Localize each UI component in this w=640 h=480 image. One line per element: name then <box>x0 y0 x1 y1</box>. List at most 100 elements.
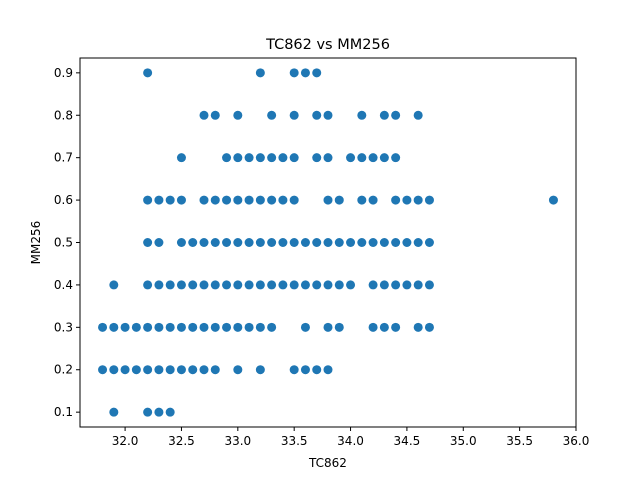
y-tick-label: 0.6 <box>54 193 73 207</box>
x-tick-label: 35.0 <box>450 434 477 448</box>
data-point <box>222 153 232 163</box>
data-point <box>402 195 412 205</box>
data-point <box>391 195 401 205</box>
data-point <box>210 322 220 332</box>
data-point <box>289 280 299 290</box>
data-point <box>278 280 288 290</box>
data-point <box>312 365 322 375</box>
data-point <box>244 153 254 163</box>
data-point <box>323 322 333 332</box>
data-point <box>131 322 141 332</box>
data-point <box>334 322 344 332</box>
data-point <box>368 153 378 163</box>
data-point <box>323 195 333 205</box>
data-point <box>289 238 299 247</box>
data-point <box>413 110 423 120</box>
data-point <box>255 280 265 290</box>
data-point <box>402 280 412 290</box>
data-point <box>165 280 175 290</box>
data-point <box>165 322 175 332</box>
data-point <box>176 280 186 290</box>
data-point <box>300 68 310 78</box>
data-point <box>244 280 254 290</box>
data-point <box>312 110 322 120</box>
data-point <box>109 365 119 375</box>
data-point <box>222 322 232 332</box>
data-point <box>312 153 322 163</box>
data-point <box>391 322 401 332</box>
data-point <box>300 238 310 247</box>
data-point <box>289 365 299 375</box>
y-tick-label: 0.7 <box>54 151 73 165</box>
data-point <box>357 195 367 205</box>
data-point <box>368 322 378 332</box>
y-tick-label: 0.4 <box>54 278 73 292</box>
data-point <box>379 280 389 290</box>
data-point <box>255 153 265 163</box>
data-point <box>233 238 243 247</box>
data-point <box>222 195 232 205</box>
data-point <box>210 110 220 120</box>
data-point <box>424 322 434 332</box>
data-point <box>154 322 164 332</box>
x-tick-label: 32.0 <box>112 434 139 448</box>
y-tick-label: 0.2 <box>54 363 73 377</box>
data-point <box>267 280 277 290</box>
data-point <box>379 153 389 163</box>
data-point <box>379 110 389 120</box>
data-point <box>199 195 209 205</box>
data-point <box>165 365 175 375</box>
data-point <box>391 280 401 290</box>
data-point <box>143 322 153 332</box>
data-point <box>267 153 277 163</box>
data-point <box>143 280 153 290</box>
data-point <box>244 322 254 332</box>
data-point <box>346 153 356 163</box>
data-point <box>312 68 322 78</box>
data-point <box>267 322 277 332</box>
data-point <box>143 195 153 205</box>
data-point <box>199 238 209 247</box>
data-point <box>346 238 356 247</box>
x-axis: 32.0 32.5 33.0 33.5 34.0 34.5 35.0 35.5 36.0 <box>112 427 589 448</box>
data-point <box>368 238 378 247</box>
data-point <box>255 68 265 78</box>
data-point <box>165 407 175 417</box>
y-tick-label: 0.9 <box>54 66 73 80</box>
data-point <box>176 195 186 205</box>
data-point <box>424 280 434 290</box>
data-point <box>289 110 299 120</box>
data-point <box>323 365 333 375</box>
data-point <box>300 280 310 290</box>
data-point <box>109 280 119 290</box>
data-point <box>210 195 220 205</box>
x-axis-title: TC862 <box>308 456 347 470</box>
data-point <box>391 153 401 163</box>
data-point <box>323 153 333 163</box>
x-tick-label: 34.5 <box>394 434 421 448</box>
y-tick-label: 0.3 <box>54 320 73 334</box>
x-tick-label: 33.0 <box>224 434 251 448</box>
y-tick-label: 0.8 <box>54 108 73 122</box>
data-point <box>244 195 254 205</box>
data-point <box>188 238 198 247</box>
data-point <box>222 238 232 247</box>
data-point <box>368 280 378 290</box>
data-point <box>176 238 186 247</box>
data-point <box>334 238 344 247</box>
data-point <box>154 195 164 205</box>
data-point <box>323 110 333 120</box>
data-point <box>391 110 401 120</box>
x-tick-label: 32.5 <box>168 434 195 448</box>
data-point <box>548 195 558 205</box>
data-point <box>233 365 243 375</box>
data-point <box>289 68 299 78</box>
data-point <box>244 238 254 247</box>
data-point <box>323 238 333 247</box>
data-point <box>233 153 243 163</box>
data-point <box>413 280 423 290</box>
data-point <box>357 238 367 247</box>
data-point <box>233 195 243 205</box>
data-point <box>379 238 389 247</box>
